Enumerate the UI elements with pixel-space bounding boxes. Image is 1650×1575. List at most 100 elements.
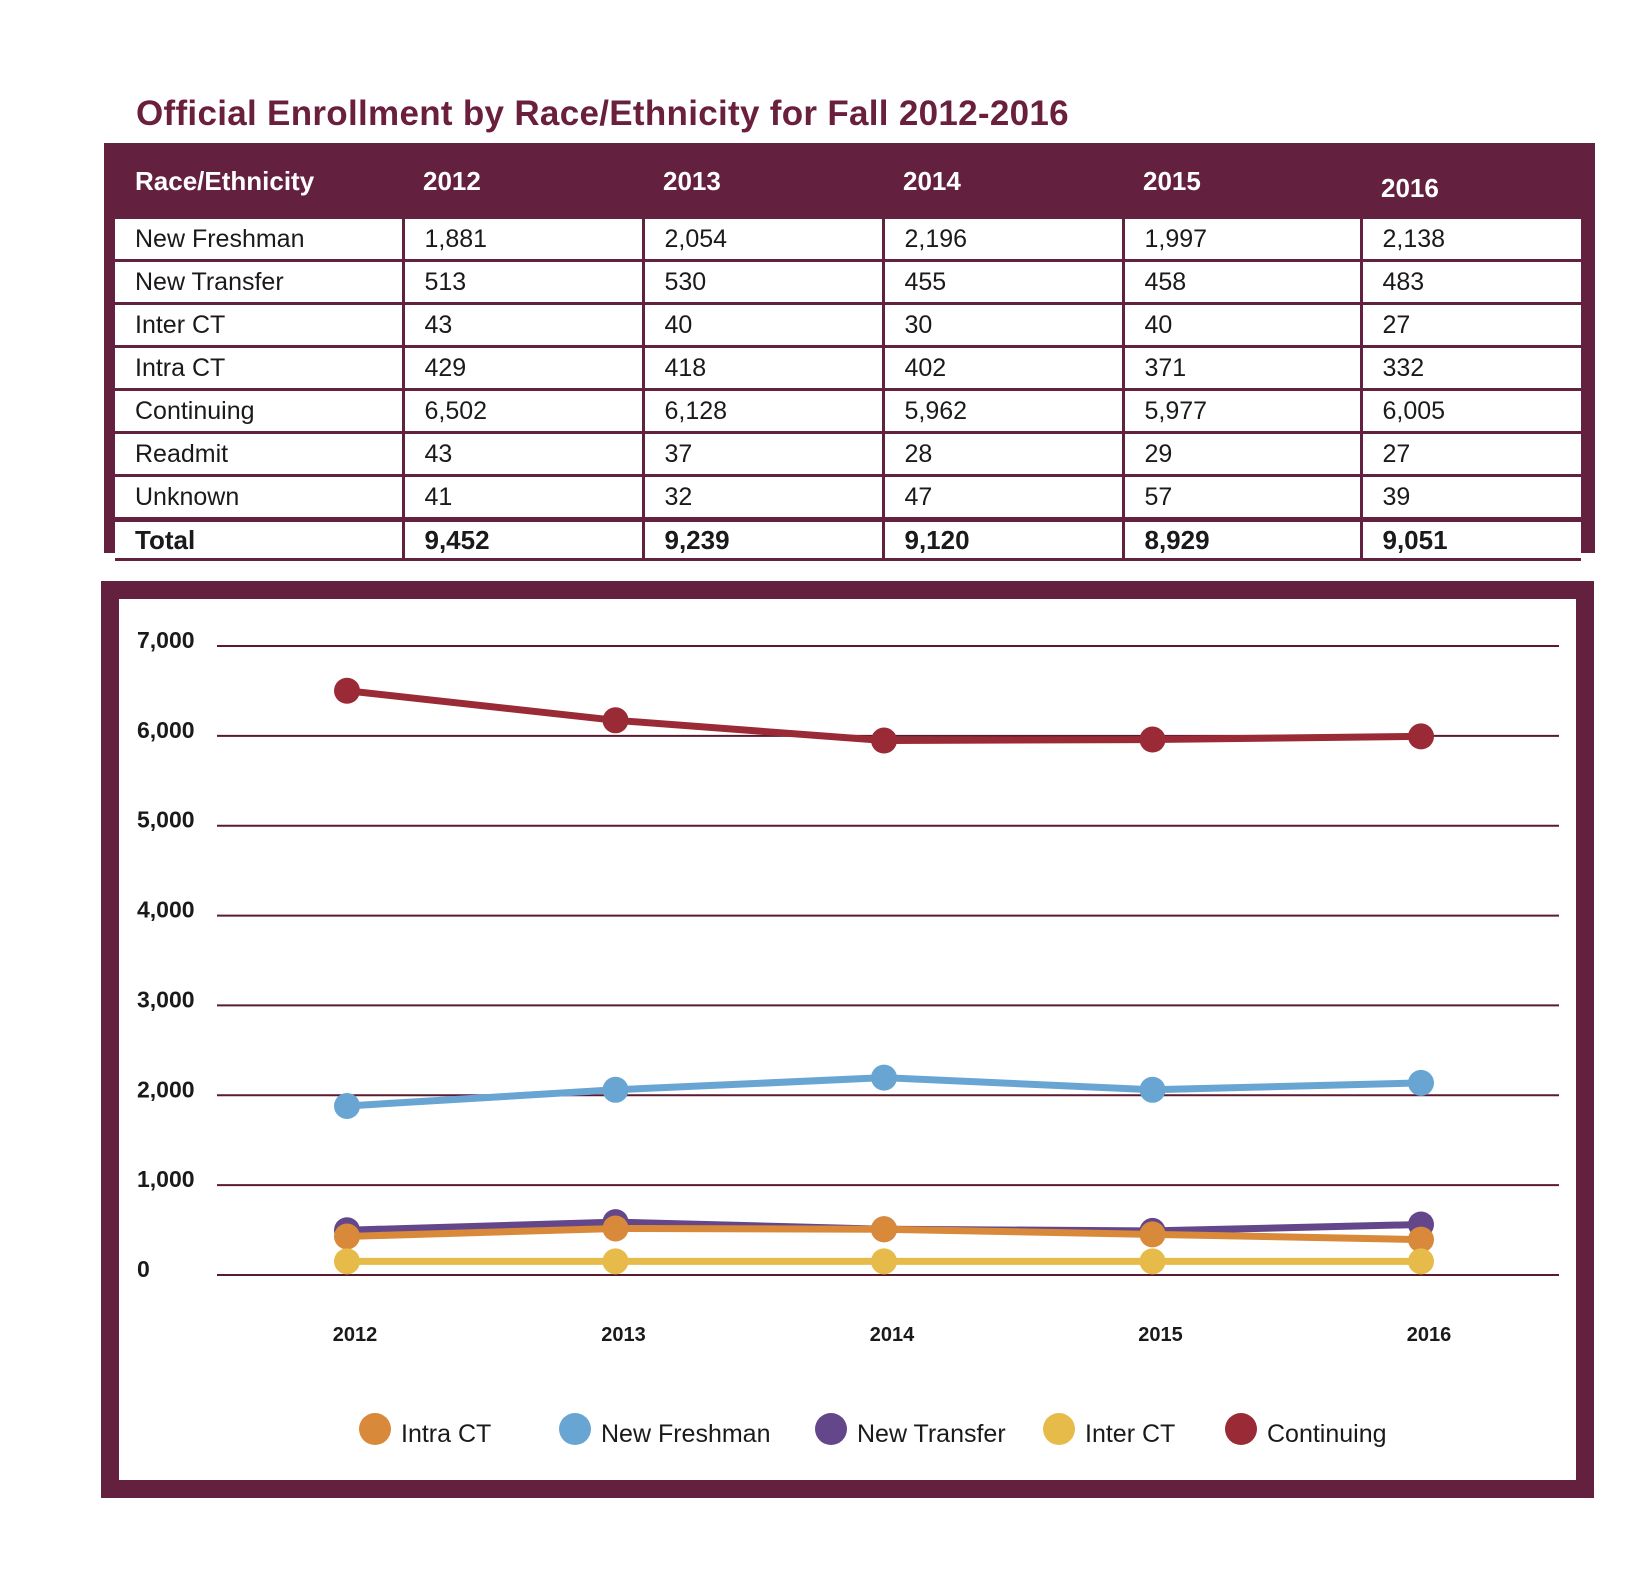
chart-panel: 0 1,000 2,000 3,000 4,000 5,000 6,000 7,000 2012… [119, 599, 1576, 1480]
table-cell: 1,997 [1123, 219, 1363, 262]
table-cell: 39 [1361, 475, 1581, 521]
table-cell: 5,977 [1123, 389, 1363, 434]
data-point [602, 707, 629, 734]
table-cell: 9,120 [883, 517, 1125, 561]
table-cell: 41 [403, 475, 645, 521]
legend-swatch [1043, 1413, 1075, 1445]
table-cell: 27 [1361, 303, 1581, 348]
table-cell: 2,196 [883, 219, 1125, 262]
table-cell: 429 [403, 346, 645, 391]
table-cell: 30 [883, 303, 1125, 348]
column-header: 2014 [903, 165, 961, 196]
table-cell: 2,138 [1361, 219, 1581, 262]
x-tick-label: 2013 [601, 1324, 646, 1346]
legend-label: New Transfer [857, 1419, 1006, 1448]
enrollment-table: Race/Ethnicity 2012 2013 2014 2015 2016 … [115, 143, 1581, 561]
table-cell: 6,502 [403, 389, 645, 434]
table-row: Readmit 43 37 28 29 27 [115, 432, 1581, 477]
legend-item: New Transfer [815, 1413, 1006, 1454]
data-point [1139, 726, 1166, 753]
data-point [1139, 1248, 1166, 1275]
y-tick-label: 3,000 [137, 986, 195, 1012]
data-point [1139, 1221, 1166, 1248]
data-point [334, 1223, 360, 1250]
legend-swatch [815, 1413, 847, 1445]
table-row: Continuing 6,502 6,128 5,962 5,977 6,005 [115, 389, 1581, 434]
table-cell: 418 [643, 346, 885, 391]
table-cell: Inter CT [115, 303, 405, 348]
y-tick-label: 2,000 [137, 1076, 195, 1102]
legend-label: New Freshman [601, 1419, 771, 1448]
data-point [602, 1215, 629, 1242]
table-cell: 6,005 [1361, 389, 1581, 434]
table-cell: New Transfer [115, 260, 405, 305]
y-tick-label: 6,000 [137, 717, 195, 743]
chart-frame: 0 1,000 2,000 3,000 4,000 5,000 6,000 7,000 2012… [101, 581, 1594, 1498]
table-cell: 32 [643, 475, 885, 521]
table-cell: 530 [643, 260, 885, 305]
y-tick-label: 0 [137, 1256, 150, 1282]
table-row: Intra CT 429 418 402 371 332 [115, 346, 1581, 391]
table-cell: 371 [1123, 346, 1363, 391]
data-point [1408, 1069, 1434, 1096]
legend-item: New Freshman [559, 1413, 771, 1454]
data-point [334, 677, 360, 704]
enrollment-table-frame: Race/Ethnicity 2012 2013 2014 2015 2016 … [104, 143, 1595, 561]
table-cell: 332 [1361, 346, 1581, 391]
y-tick-label: 5,000 [137, 807, 195, 833]
table-cell: 9,051 [1361, 517, 1581, 561]
column-header: 2015 [1143, 165, 1201, 196]
table-cell: 2,054 [643, 219, 885, 262]
table-total-row: Total 9,452 9,239 9,120 8,929 9,051 [115, 517, 1581, 561]
legend-item: Inter CT [1043, 1413, 1175, 1454]
legend-label: Continuing [1267, 1419, 1387, 1448]
table-cell: 9,239 [643, 517, 885, 561]
table-cell: Unknown [115, 475, 405, 521]
table-cell: 29 [1123, 432, 1363, 477]
table-cell: 1,881 [403, 219, 645, 262]
data-point [602, 1248, 629, 1275]
data-point [871, 1064, 897, 1091]
page-title: Official Enrollment by Race/Ethnicity fo… [136, 94, 1069, 133]
table-row: New Freshman 1,881 2,054 2,196 1,997 2,1… [115, 219, 1581, 262]
table-cell: 28 [883, 432, 1125, 477]
y-tick-label: 7,000 [137, 627, 195, 653]
data-point [602, 1076, 629, 1103]
data-point [871, 1216, 897, 1243]
table-cell: 513 [403, 260, 645, 305]
table-cell: 40 [1123, 303, 1363, 348]
data-point [871, 1248, 897, 1275]
table-row: Unknown 41 32 47 57 39 [115, 475, 1581, 521]
column-header: 2012 [423, 165, 481, 196]
table-cell: Intra CT [115, 346, 405, 391]
table-cell: 6,128 [643, 389, 885, 434]
legend-label: Intra CT [401, 1419, 492, 1448]
table-cell: 9,452 [403, 517, 645, 561]
table-cell: 27 [1361, 432, 1581, 477]
column-header: 2016 [1381, 172, 1439, 203]
x-tick-label: 2012 [333, 1324, 378, 1346]
table-cell: New Freshman [115, 219, 405, 262]
table-cell: 43 [403, 432, 645, 477]
data-point [1408, 1226, 1434, 1253]
table-row: Inter CT 43 40 30 40 27 [115, 303, 1581, 348]
table-cell: 43 [403, 303, 645, 348]
table-cell: 57 [1123, 475, 1363, 521]
legend-swatch [559, 1413, 591, 1445]
x-tick-label: 2015 [1138, 1324, 1183, 1346]
table-cell: 47 [883, 475, 1125, 521]
table-cell: 483 [1361, 260, 1581, 305]
legend-swatch [1225, 1413, 1257, 1445]
x-tick-label: 2016 [1407, 1324, 1452, 1346]
table-cell: 458 [1123, 260, 1363, 305]
legend-item: Intra CT [359, 1413, 492, 1454]
table-cell: 5,962 [883, 389, 1125, 434]
table-cell: 8,929 [1123, 517, 1363, 561]
data-point [871, 727, 897, 754]
data-point [1408, 1248, 1434, 1275]
table-cell: 455 [883, 260, 1125, 305]
legend-item: Continuing [1225, 1413, 1387, 1454]
x-tick-label: 2014 [870, 1324, 915, 1346]
table-cell: Readmit [115, 432, 405, 477]
data-point [334, 1092, 360, 1119]
